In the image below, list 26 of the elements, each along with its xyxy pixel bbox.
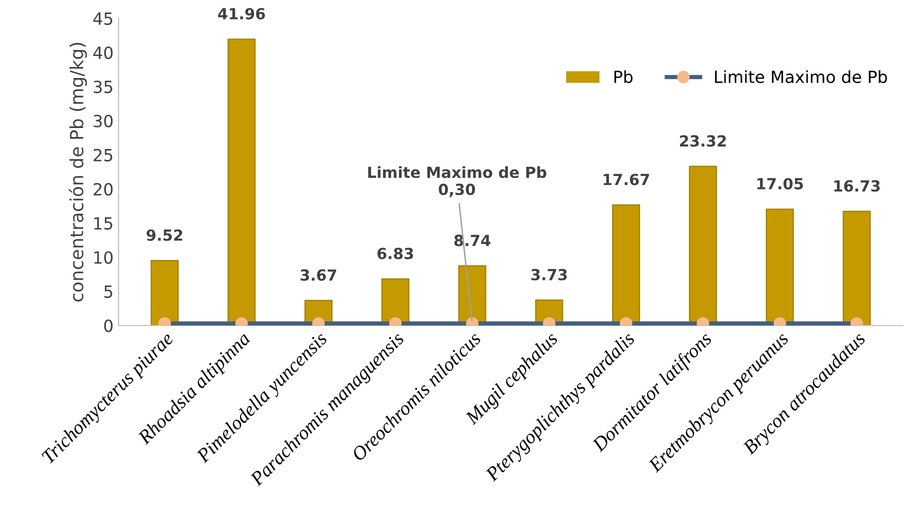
data-label: 41.96 [218, 8, 265, 20]
y-axis-title: concentración de Pb (mg/kg) [68, 42, 87, 302]
legend-label: Pb [614, 70, 633, 84]
y-tick-label: 25 [94, 148, 112, 162]
y-tick-label: 0 [104, 319, 113, 332]
annotation: Limite Maximo de Pb 0,30 [368, 166, 546, 198]
y-tick-label: 40 [93, 46, 113, 60]
data-label: 6.83 [377, 248, 414, 260]
y-tick-label: 20 [94, 182, 113, 196]
y-tick-label: 35 [94, 80, 112, 94]
y-tick-label: 45 [93, 12, 112, 25]
data-label: 9.52 [146, 229, 182, 241]
bar [842, 210, 871, 326]
data-label: 3.67 [300, 269, 336, 281]
data-label: 23.32 [680, 135, 726, 147]
legend-label: Limite Maximo de Pb [715, 70, 887, 84]
data-label: 17.67 [604, 174, 650, 186]
y-tick-label: 30 [94, 114, 113, 128]
data-label: 3.73 [531, 268, 567, 280]
data-label: 16.73 [834, 180, 880, 192]
data-label: 8.74 [454, 234, 490, 246]
y-tick-label: 10 [94, 251, 113, 264]
y-tick-label: 15 [94, 217, 112, 230]
y-tick-label: 5 [104, 286, 112, 298]
bar [150, 260, 179, 326]
data-label: 17.05 [757, 178, 803, 190]
